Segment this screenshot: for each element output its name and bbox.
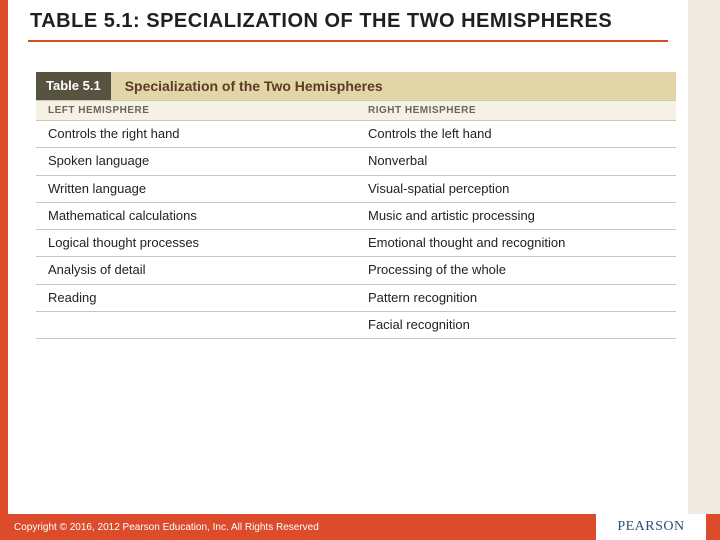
table-body: Controls the right handControls the left… — [36, 121, 676, 338]
title-underline — [28, 40, 668, 42]
table-cell: Logical thought processes — [36, 230, 356, 256]
table-cell: Pattern recognition — [356, 285, 676, 311]
table: Table 5.1 Specialization of the Two Hemi… — [36, 72, 676, 339]
column-header-left: LEFT HEMISPHERE — [36, 101, 356, 120]
table-row: Facial recognition — [36, 312, 676, 338]
table-cell: Emotional thought and recognition — [356, 230, 676, 256]
column-header-right: RIGHT HEMISPHERE — [356, 101, 676, 120]
table-row: Written languageVisual-spatial perceptio… — [36, 176, 676, 203]
table-row: Controls the right handControls the left… — [36, 121, 676, 148]
table-cell: Analysis of detail — [36, 257, 356, 283]
table-cell — [36, 312, 356, 338]
pearson-logo: PEARSON — [596, 514, 706, 540]
table-heading: Specialization of the Two Hemispheres — [125, 78, 383, 94]
table-cell: Music and artistic processing — [356, 203, 676, 229]
slide: TABLE 5.1: SPECIALIZATION OF THE TWO HEM… — [0, 0, 720, 540]
table-cell: Mathematical calculations — [36, 203, 356, 229]
table-header-bar: Table 5.1 Specialization of the Two Hemi… — [36, 72, 676, 100]
table-cell: Controls the right hand — [36, 121, 356, 147]
table-cell: Reading — [36, 285, 356, 311]
table-cell: Controls the left hand — [356, 121, 676, 147]
footer-bar: Copyright © 2016, 2012 Pearson Education… — [0, 514, 720, 540]
table-cell: Written language — [36, 176, 356, 202]
copyright-text: Copyright © 2016, 2012 Pearson Education… — [0, 522, 596, 533]
right-side-strip — [688, 0, 720, 540]
table-cell: Facial recognition — [356, 312, 676, 338]
table-row: ReadingPattern recognition — [36, 285, 676, 312]
left-accent-bar — [0, 0, 8, 540]
table-row: Spoken languageNonverbal — [36, 148, 676, 175]
table-cell: Visual-spatial perception — [356, 176, 676, 202]
table-cell: Processing of the whole — [356, 257, 676, 283]
table-cell: Nonverbal — [356, 148, 676, 174]
slide-title: TABLE 5.1: SPECIALIZATION OF THE TWO HEM… — [30, 10, 612, 33]
table-row: Mathematical calculationsMusic and artis… — [36, 203, 676, 230]
table-column-headers: LEFT HEMISPHERE RIGHT HEMISPHERE — [36, 100, 676, 121]
table-cell: Spoken language — [36, 148, 356, 174]
table-row: Logical thought processesEmotional thoug… — [36, 230, 676, 257]
table-number-chip: Table 5.1 — [36, 72, 111, 100]
table-row: Analysis of detailProcessing of the whol… — [36, 257, 676, 284]
